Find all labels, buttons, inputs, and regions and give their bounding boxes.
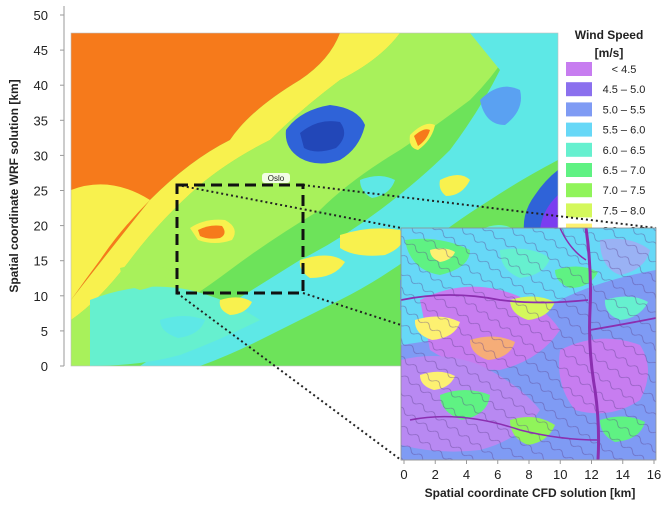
leader-bottom-right [302,292,402,326]
legend-label: 5.0 – 5.5 [603,104,646,116]
legend-label: 7.5 – 8.0 [603,205,646,217]
wrf-wind-map [71,33,558,366]
legend-unit: [m/s] [595,46,624,60]
legend-title: Wind Speed [575,28,644,42]
y-tick-label: 20 [34,219,48,234]
legend-swatch [566,62,592,76]
y-tick-label: 10 [34,289,48,304]
y-tick-label: 25 [34,184,48,199]
x-tick-label: 16 [647,467,661,482]
legend-swatch [566,163,592,177]
zoom-region [175,183,657,461]
legend-label: 4.5 – 5.0 [603,84,646,96]
wind-speed-legend: Wind Speed [m/s] < 4.5 4.5 – 5.0 5.0 – 5.5… [566,28,645,258]
legend-swatch [566,142,592,157]
y-tick-label: 5 [41,324,48,339]
legend-swatch [566,203,592,218]
y-tick-label: 40 [34,78,48,93]
legend-label: 6.5 – 7.0 [603,165,646,177]
y-tick-label: 35 [34,113,48,128]
city-label: Oslo [262,173,290,183]
x-tick-label: 10 [553,467,567,482]
legend-swatch [566,183,592,198]
legend-label: < 4.5 [612,64,637,76]
legend-swatch [566,82,592,97]
x-tick-label: 6 [494,467,501,482]
cfd-x-axis: 0 2 4 6 8 10 12 14 16 [400,459,661,482]
wrf-y-axis: 0 5 10 15 20 25 30 35 40 45 50 [34,6,65,374]
cfd-x-axis-label: Spatial coordinate CFD solution [km] [425,486,636,500]
leader-top [302,184,657,229]
y-tick-label: 50 [34,8,48,23]
svg-text:Oslo: Oslo [268,174,285,183]
wrf-y-axis-label: Spatial coordinate WRF solution [km] [7,79,21,292]
y-tick-label: 45 [34,43,48,58]
legend-label: 5.5 – 6.0 [603,125,646,137]
y-tick-label: 30 [34,148,48,163]
y-tick-label: 0 [41,359,48,374]
leader-left [176,184,402,229]
legend-swatch [566,102,592,117]
x-tick-label: 4 [463,467,470,482]
cfd-wind-map [401,228,656,460]
legend-label: 6.0 – 6.5 [603,145,646,157]
x-tick-label: 14 [616,467,630,482]
zoom-box [175,183,305,295]
x-tick-label: 0 [400,467,407,482]
x-tick-label: 12 [584,467,598,482]
x-tick-label: 2 [432,467,439,482]
x-tick-label: 8 [525,467,532,482]
wrf-map-frame [70,32,559,367]
legend-swatch [566,122,592,137]
leader-bottom-left [176,292,402,461]
y-tick-label: 15 [34,254,48,269]
legend-label: 7.0 – 7.5 [603,185,646,197]
